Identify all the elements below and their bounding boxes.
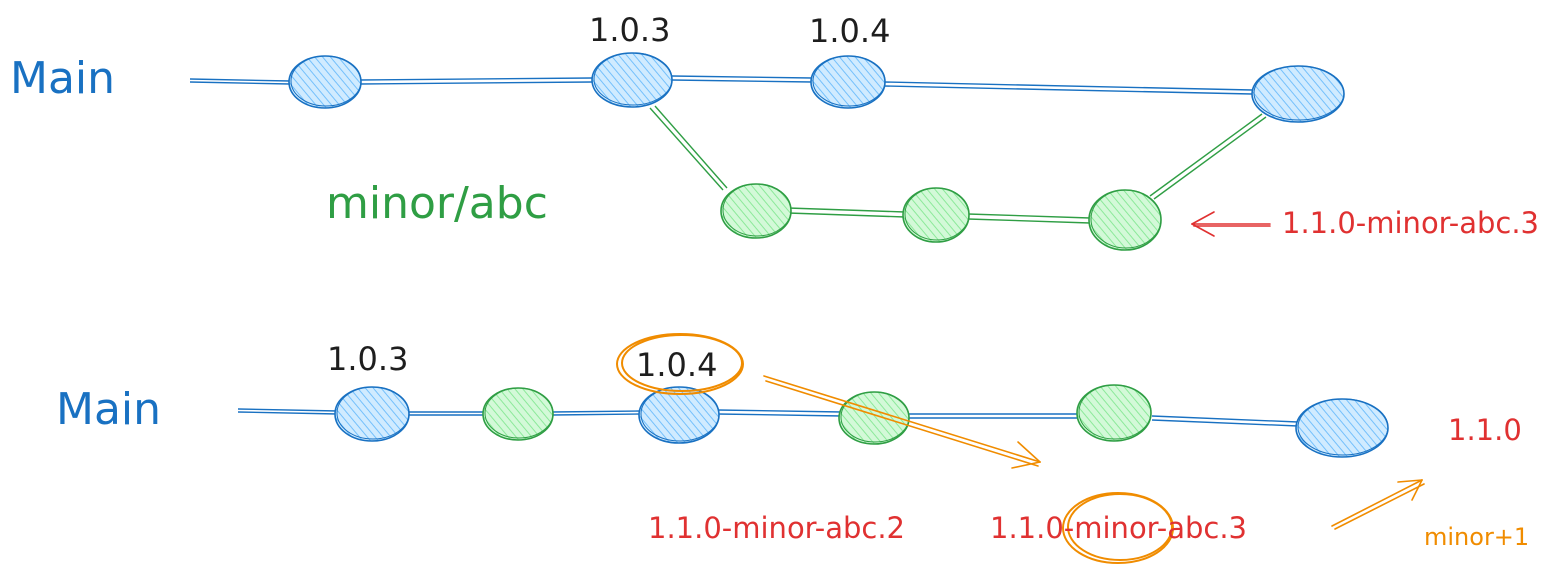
top-tag-1: 1.0.3 [589, 11, 670, 49]
bottom-bump-note: minor+1 [1424, 523, 1529, 551]
bottom-tag-1: 1.0.3 [327, 340, 408, 378]
bottom-tag-2: 1.0.4 [636, 346, 717, 384]
minor-highlight-circle [1062, 492, 1174, 564]
top-main-line [189, 75, 1253, 95]
top-branch-label: minor/abc [326, 178, 548, 229]
top-main-label: Main [10, 53, 115, 104]
top-branch-commits [720, 183, 1162, 251]
bottom-prerelease-1: 1.1.0-minor-abc.2 [648, 511, 905, 545]
top-diagram: Main minor/abc 1.0.3 1.0.4 1.1.0-minor-a… [10, 11, 1539, 251]
bottom-diagram: Main 1.0.3 1.0.4 1.1.0-minor-abc.2 1.1.0… [56, 333, 1529, 564]
commit-node [902, 187, 970, 243]
top-current-version-arrow [1191, 211, 1271, 237]
minor-bump-arrow [1331, 479, 1425, 530]
bottom-main-label: Main [56, 384, 161, 435]
commit-node [720, 183, 792, 239]
commit-node [1088, 189, 1162, 251]
commit-node [482, 387, 554, 441]
top-current-version: 1.1.0-minor-abc.3 [1282, 206, 1539, 240]
top-tag-2: 1.0.4 [809, 12, 890, 50]
top-branch-lines [649, 105, 1267, 224]
tag-to-prerelease-arrow [763, 375, 1041, 469]
top-main-commits [288, 52, 1345, 123]
commit-node [1076, 384, 1152, 442]
tag-highlight-circle [616, 333, 744, 395]
bottom-main-line [237, 408, 1299, 427]
bottom-prerelease-2: 1.1.0-minor-abc.3 [990, 511, 1247, 545]
bottom-result-version: 1.1.0 [1448, 413, 1522, 447]
bottom-commits [334, 384, 1389, 458]
